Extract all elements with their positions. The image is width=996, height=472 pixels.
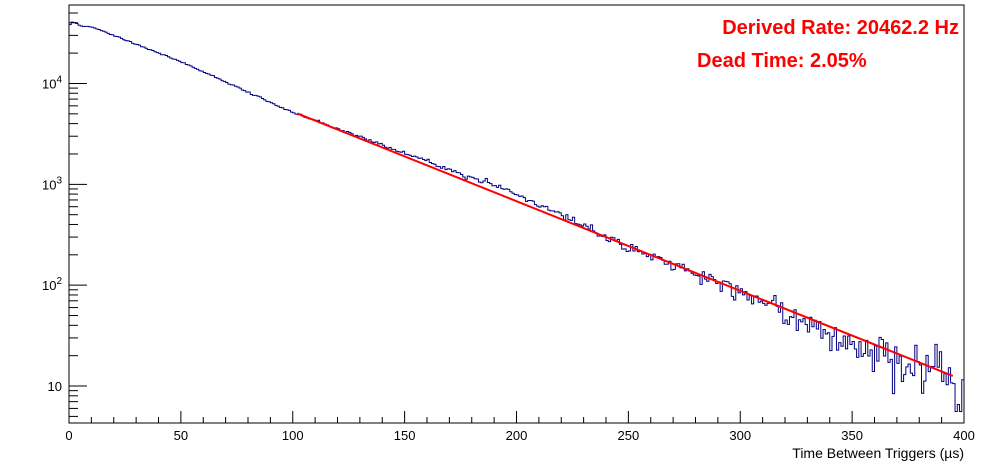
x-axis: 0 50 100 150 200 250 300 350 400 xyxy=(65,411,975,443)
y-tick-label: 10 xyxy=(48,379,62,394)
derived-rate-annotation: Derived Rate: 20462.2 Hz xyxy=(722,17,959,39)
x-tick-label: 150 xyxy=(394,428,416,443)
x-tick-label: 350 xyxy=(841,428,863,443)
dead-time-annotation: Dead Time: 2.05% xyxy=(697,50,867,72)
exponential-fit-line xyxy=(296,112,954,377)
x-tick-label: 200 xyxy=(506,428,528,443)
y-tick-label: 102 xyxy=(42,276,62,293)
y-axis: 10 102 103 104 xyxy=(42,4,87,417)
series-layer xyxy=(69,21,964,413)
y-tick-label: 103 xyxy=(42,175,62,192)
x-tick-label: 250 xyxy=(618,428,640,443)
histogram-series xyxy=(69,21,964,413)
x-tick-label: 0 xyxy=(65,428,72,443)
x-tick-label: 50 xyxy=(174,428,188,443)
x-tick-label: 400 xyxy=(953,428,975,443)
x-axis-title: Time Between Triggers (µs) xyxy=(792,445,964,461)
x-tick-label: 300 xyxy=(729,428,751,443)
x-tick-label: 100 xyxy=(282,428,304,443)
y-tick-label: 104 xyxy=(42,74,62,91)
